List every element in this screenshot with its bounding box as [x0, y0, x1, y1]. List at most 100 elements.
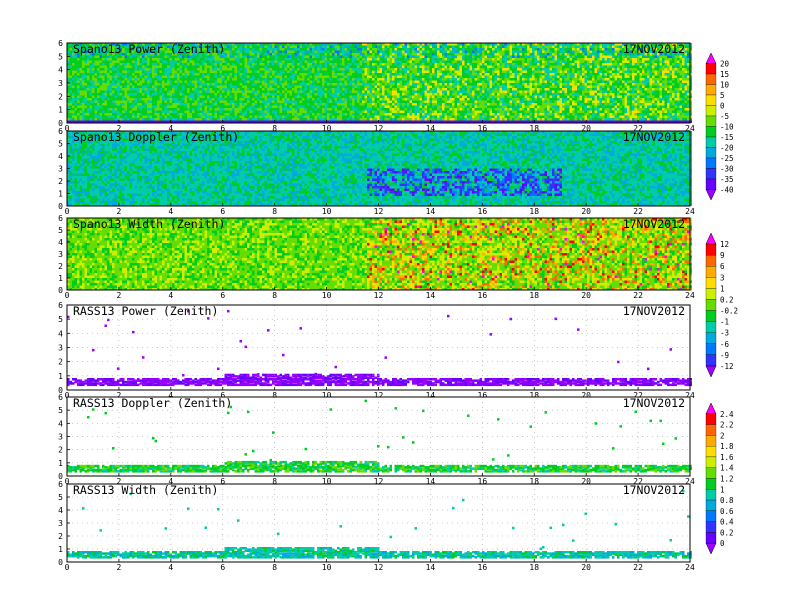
heatmap-cell	[77, 110, 80, 113]
heatmap-cell	[187, 85, 190, 88]
heatmap-cell	[129, 48, 132, 51]
heatmap-cell	[197, 93, 200, 96]
heatmap-cell	[139, 85, 142, 88]
heatmap-cell	[287, 85, 290, 88]
heatmap-cell	[344, 110, 347, 113]
heatmap-cell	[107, 100, 110, 103]
heatmap-cell	[142, 98, 145, 101]
heatmap-cell	[422, 93, 425, 96]
heatmap-cell	[194, 63, 197, 66]
heatmap-cell	[79, 118, 82, 121]
heatmap-cell	[344, 113, 347, 116]
heatmap-cell	[164, 88, 167, 91]
heatmap-cell	[294, 63, 297, 66]
heatmap-cell	[109, 120, 112, 123]
heatmap-cell	[79, 75, 82, 78]
heatmap-cell	[409, 45, 412, 48]
heatmap-cell	[192, 43, 195, 46]
heatmap-cell	[134, 60, 137, 63]
heatmap-cell	[139, 108, 142, 111]
heatmap-cell	[327, 65, 330, 68]
heatmap-cell	[117, 113, 120, 116]
heatmap-cell	[394, 45, 397, 48]
heatmap-cell	[217, 103, 220, 106]
heatmap-cell	[337, 55, 340, 58]
heatmap-cell	[204, 75, 207, 78]
heatmap-cell	[354, 118, 357, 121]
heatmap-cell	[274, 43, 277, 46]
heatmap-cell	[404, 103, 407, 106]
heatmap-cell	[127, 45, 130, 48]
heatmap-cell	[242, 93, 245, 96]
heatmap-cell	[164, 110, 167, 113]
heatmap-cell	[427, 98, 430, 101]
heatmap-cell	[389, 88, 392, 91]
heatmap-cell	[297, 60, 300, 63]
heatmap-cell	[379, 83, 382, 86]
heatmap-cell	[94, 58, 97, 61]
heatmap-cell	[264, 43, 267, 46]
heatmap-cell	[229, 53, 232, 56]
heatmap-cell	[364, 43, 367, 46]
heatmap-cell	[237, 58, 240, 61]
heatmap-cell	[287, 73, 290, 76]
heatmap-cell	[349, 105, 352, 108]
heatmap-cell	[179, 53, 182, 56]
heatmap-cell	[414, 95, 417, 98]
heatmap-cell	[274, 103, 277, 106]
heatmap-cell	[249, 83, 252, 86]
heatmap-cell	[214, 43, 217, 46]
heatmap-cell	[242, 120, 245, 123]
heatmap-cell	[327, 83, 330, 86]
heatmap-cell	[324, 55, 327, 58]
heatmap-cell	[442, 43, 445, 46]
heatmap-cell	[444, 63, 447, 66]
heatmap-cell	[317, 105, 320, 108]
heatmap-cell	[212, 103, 215, 106]
heatmap-cell	[99, 43, 102, 46]
heatmap-cell	[204, 98, 207, 101]
heatmap-cell	[127, 88, 130, 91]
heatmap-cell	[302, 113, 305, 116]
heatmap-cell	[394, 118, 397, 121]
heatmap-cell	[224, 83, 227, 86]
heatmap-cell	[422, 115, 425, 118]
heatmap-cell	[339, 93, 342, 96]
heatmap-cell	[239, 110, 242, 113]
heatmap-cell	[209, 118, 212, 121]
heatmap-cell	[172, 93, 175, 96]
heatmap-cell	[167, 105, 170, 108]
heatmap-cell	[384, 60, 387, 63]
heatmap-cell	[189, 58, 192, 61]
heatmap-cell	[289, 68, 292, 71]
heatmap-cell	[189, 118, 192, 121]
heatmap-cell	[387, 50, 390, 53]
heatmap-cell	[222, 88, 225, 91]
heatmap-cell	[149, 73, 152, 76]
heatmap-cell	[149, 118, 152, 121]
heatmap-cell	[162, 70, 165, 73]
heatmap-cell	[432, 78, 435, 81]
heatmap-cell	[354, 98, 357, 101]
heatmap-cell	[344, 105, 347, 108]
heatmap-cell	[87, 63, 90, 66]
heatmap-cell	[267, 93, 270, 96]
heatmap-cell	[112, 58, 115, 61]
heatmap-cell	[392, 75, 395, 78]
heatmap-cell	[294, 90, 297, 93]
heatmap-cell	[439, 65, 442, 68]
heatmap-cell	[407, 60, 410, 63]
heatmap-cell	[152, 60, 155, 63]
heatmap-cell	[172, 95, 175, 98]
heatmap-cell	[164, 50, 167, 53]
heatmap-cell	[312, 53, 315, 56]
heatmap-cell	[402, 60, 405, 63]
heatmap-cell	[347, 93, 350, 96]
heatmap-cell	[162, 85, 165, 88]
heatmap-cell	[289, 78, 292, 81]
heatmap-cell	[449, 65, 452, 68]
heatmap-cell	[319, 88, 322, 91]
heatmap-cell	[137, 85, 140, 88]
heatmap-cell	[344, 88, 347, 91]
heatmap-cell	[112, 60, 115, 63]
